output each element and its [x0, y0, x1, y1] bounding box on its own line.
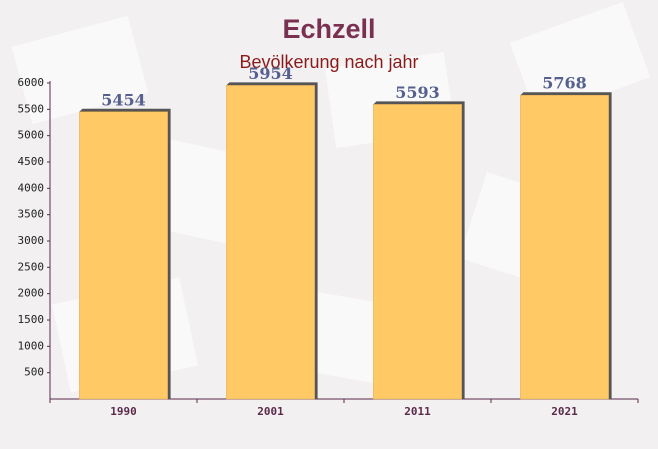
y-tick-label: 1500: [18, 313, 45, 326]
y-tick-label: 4000: [18, 181, 45, 194]
chart-subtitle: Bevölkerung nach jahr: [239, 52, 418, 72]
bar: [373, 104, 462, 400]
y-tick-label: 3000: [18, 234, 45, 247]
x-tick-label: 2021: [551, 405, 578, 418]
y-tick-label: 3500: [18, 208, 45, 221]
y-tick-label: 6000: [18, 76, 45, 89]
x-tick-label: 2011: [404, 405, 431, 418]
bar: [520, 94, 609, 400]
y-tick-label: 1000: [18, 339, 45, 352]
y-tick-label: 4500: [18, 155, 45, 168]
value-label: 5593: [395, 83, 440, 102]
x-tick-label: 2001: [257, 405, 284, 418]
y-tick-label: 5000: [18, 129, 45, 142]
y-tick-label: 2000: [18, 287, 45, 300]
y-tick-label: 5500: [18, 102, 45, 115]
value-label: 5954: [248, 64, 293, 83]
bar: [226, 85, 315, 400]
y-tick-label: 2500: [18, 260, 45, 273]
x-tick-label: 1990: [110, 405, 137, 418]
value-label: 5768: [542, 74, 587, 93]
value-label: 5454: [101, 90, 146, 109]
y-tick-label: 500: [24, 366, 44, 379]
chart-title: Echzell: [282, 14, 375, 44]
bar: [79, 111, 168, 400]
